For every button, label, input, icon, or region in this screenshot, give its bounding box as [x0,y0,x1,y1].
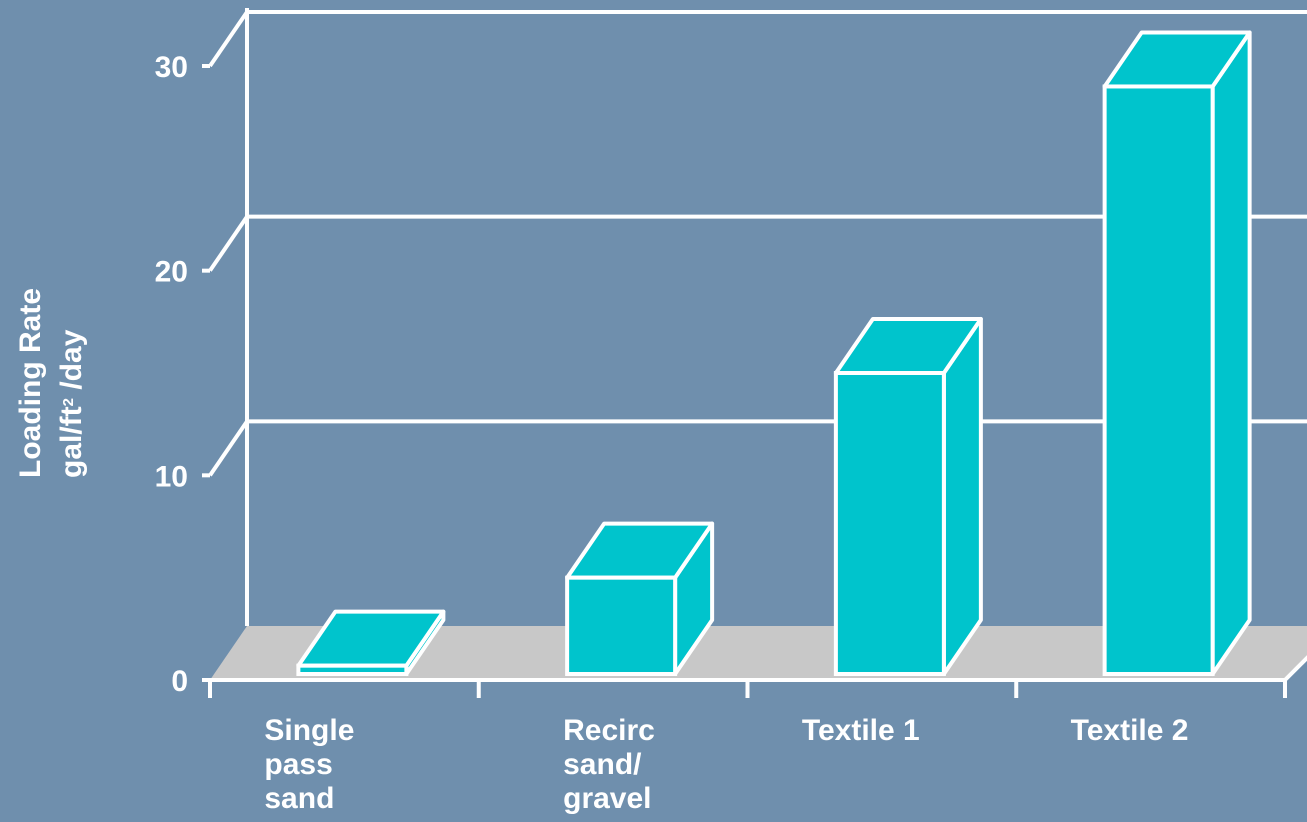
category-label-0: Single pass sand [264,714,354,815]
category-label-0-line-1: pass [264,748,332,781]
y-tick-label-3: 30 [155,51,188,84]
gridline-diagonal-2 [208,215,249,272]
bar-1 [565,521,715,677]
category-label-3: Textile 2 [1071,714,1189,747]
y-tick-label-0: 0 [171,665,188,698]
gridline-diagonal-1 [208,420,249,477]
bar-3 [1102,30,1252,676]
gridline-diagonal-3 [208,10,249,68]
bar-side-3 [1210,30,1252,676]
chart-labels: 0 10 20 30 Single pass sand Recirc sand/gravel Te… [155,51,1189,815]
y-tick-label-2: 20 [155,256,188,289]
y-axis-unit-main: gal/ft [55,406,88,478]
chart-axes [202,64,1287,698]
y-axis-title-line1: Loading Rate [14,288,47,478]
y-axis-title: Loading Rate [14,288,47,478]
category-label-0-line-2: sand [264,782,334,815]
bar-2 [833,317,983,676]
category-label-2-line-0: Textile 1 [802,714,920,747]
chart-floor [210,626,1307,682]
floor-right-edge [1283,655,1307,682]
y-axis-unit-superscript: 2 [60,398,77,406]
bar-front-3 [1102,84,1215,676]
y-tick-label-1: 10 [155,460,188,493]
bar-front-2 [833,371,946,676]
bar-0 [296,609,446,677]
y-axis-unit-suffix: /day [55,329,88,398]
category-label-1-line-0: Recirc [563,714,655,747]
category-label-1: Recirc sand/gravel [563,714,655,815]
bar-side-2 [941,317,983,676]
category-label-1-line-2: gravel [563,782,651,815]
category-label-0-line-0: Single [264,714,354,747]
category-label-2: Textile 1 [802,714,920,747]
bar-front-0 [296,663,409,677]
chart-bars [296,30,1252,677]
bar-front-1 [565,575,678,677]
category-label-3-line-0: Textile 2 [1071,714,1189,747]
y-axis-unit: gal/ft2 /day [55,329,88,478]
category-label-1-line-1: sand/ [563,748,642,781]
floor-plane [210,626,1307,680]
